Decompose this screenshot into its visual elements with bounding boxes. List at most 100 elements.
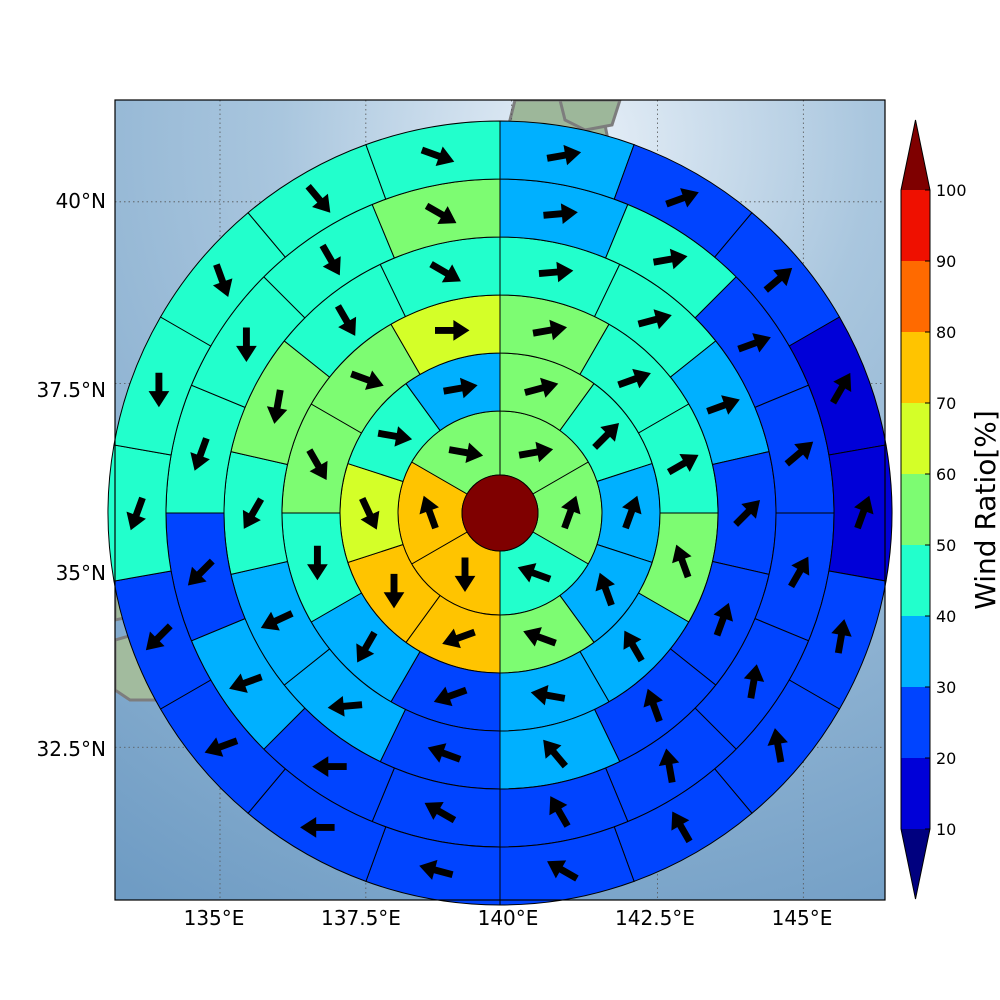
wind-arrow-icon: [260, 610, 294, 631]
wind-arrow-icon: [665, 188, 699, 208]
wind-arrow-icon: [266, 389, 288, 424]
wind-arrow-icon: [443, 377, 478, 399]
colorbar-tick-label: 20: [936, 749, 956, 768]
wind-arrow-icon: [543, 739, 568, 769]
lon-tick-label: 145°E: [772, 906, 833, 930]
wind-arrow-icon: [706, 395, 740, 415]
colorbar-segment: [901, 545, 930, 616]
wind-arrow-icon: [547, 860, 579, 882]
wind-arrow-icon: [546, 144, 582, 166]
wind-arrow-icon: [743, 664, 765, 699]
wind-arrow-icon: [148, 372, 170, 408]
wind-arrow-icon: [592, 422, 620, 450]
wind-arrow-icon: [595, 572, 615, 607]
wind-arrow-icon: [420, 146, 455, 167]
wind-arrow-icon: [204, 737, 239, 757]
wind-arrow-icon: [435, 320, 470, 341]
wind-arrow-icon: [830, 372, 852, 405]
lat-tick-label: 40°N: [56, 189, 106, 213]
wind-arrow-icon: [831, 619, 852, 654]
lon-tick-label: 140°E: [478, 906, 539, 930]
longitude-tick-labels: 135°E 137.5°E 140°E 142.5°E 145°E: [184, 906, 833, 930]
wind-arrow-icon: [767, 728, 788, 763]
wind-arrow-icon: [549, 796, 571, 828]
colorbar-tick-label: 60: [936, 465, 956, 484]
colorbar-segment: [901, 687, 930, 758]
wind-arrow-icon: [666, 453, 699, 476]
colorbar-tick-label: 70: [936, 394, 956, 413]
wind-arrow-icon: [236, 327, 257, 362]
colorbar-tick-label: 40: [936, 607, 956, 626]
lat-tick-label: 35°N: [56, 561, 106, 585]
lon-tick-label: 135°E: [184, 906, 245, 930]
wind-arrow-icon: [334, 304, 357, 336]
colorbar-segment: [901, 261, 930, 332]
lon-tick-label: 142.5°E: [615, 906, 695, 930]
wind-arrow-icon: [524, 377, 559, 398]
center-core: [461, 474, 539, 552]
wind-arrow-icon: [637, 309, 672, 330]
wind-arrow-icon: [212, 263, 233, 297]
wind-arrow-icon: [543, 203, 578, 225]
wind-arrow-icon: [359, 496, 380, 530]
colorbar-tick-label: 80: [936, 323, 956, 342]
wind-arrow-icon: [305, 184, 331, 213]
wind-arrow-icon: [442, 628, 476, 649]
wind-arrow-icon: [713, 602, 734, 637]
wind-arrow-icon: [623, 630, 645, 663]
wind-arrow-icon: [672, 544, 692, 579]
wind-arrow-icon: [763, 267, 793, 293]
wind-arrow-icon: [671, 811, 693, 844]
wind-arrow-icon: [350, 370, 384, 390]
lat-tick-label: 37.5°N: [37, 378, 107, 402]
wind-arrow-icon: [190, 437, 210, 471]
colorbar-over-arrow: [901, 120, 930, 190]
wind-arrow-icon: [300, 817, 335, 838]
wind-arrow-icon: [312, 756, 347, 777]
colorbar-tick-label: 50: [936, 536, 956, 555]
land-hokkaido-tip: [558, 100, 622, 132]
wind-arrow-icon: [383, 573, 405, 609]
wind-arrow-icon: [658, 748, 680, 784]
wind-arrow-icon: [427, 743, 462, 763]
wind-arrow-icon: [454, 557, 476, 592]
wind-arrow-icon: [784, 441, 814, 467]
colorbar-label: Wind Ratio[%]: [969, 410, 1000, 610]
wind-arrow-icon: [652, 248, 688, 270]
wind-arrow-icon: [737, 333, 771, 353]
wind-arrow-icon: [518, 441, 554, 463]
wind-arrow-icon: [429, 261, 461, 283]
wind-ratio-polar-grid: [107, 120, 893, 906]
wind-arrow-icon: [126, 496, 146, 531]
wind-ratio-sector: [365, 120, 501, 200]
wind-arrow-icon: [327, 695, 363, 717]
wind-arrow-icon: [242, 497, 265, 529]
colorbar: 10 20 30 40 50 60 70 80 90 100: [900, 119, 967, 900]
wind-arrow-icon: [424, 202, 457, 225]
wind-arrow-icon: [377, 426, 413, 447]
wind-arrow-icon: [307, 545, 328, 581]
map-frame: [114, 99, 886, 901]
colorbar-segment: [901, 758, 930, 829]
colorbar-segment: [901, 474, 930, 545]
lat-tick-label: 32.5°N: [37, 737, 107, 761]
wind-arrow-icon: [424, 801, 457, 824]
lon-tick-label: 137.5°E: [321, 906, 401, 930]
wind-arrow-icon: [854, 495, 874, 530]
colorbar-tick-label: 90: [936, 252, 956, 271]
wind-arrow-icon: [788, 556, 810, 589]
latitude-tick-labels: 40°N 37.5°N 35°N 32.5°N: [37, 189, 107, 761]
colorbar-tick-label: 10: [936, 820, 956, 839]
wind-arrow-icon: [523, 627, 557, 647]
wind-arrow-icon: [145, 623, 173, 651]
colorbar-tick-label: 100: [936, 181, 967, 200]
wind-arrow-icon: [733, 499, 761, 527]
wind-arrow-icon: [187, 558, 215, 586]
wind-arrow-icon: [532, 319, 568, 341]
wind-arrow-icon: [229, 673, 263, 693]
wind-arrow-icon: [419, 859, 454, 880]
wind-arrow-icon: [448, 442, 484, 463]
colorbar-segment: [901, 190, 930, 261]
colorbar-under-arrow: [901, 829, 930, 899]
